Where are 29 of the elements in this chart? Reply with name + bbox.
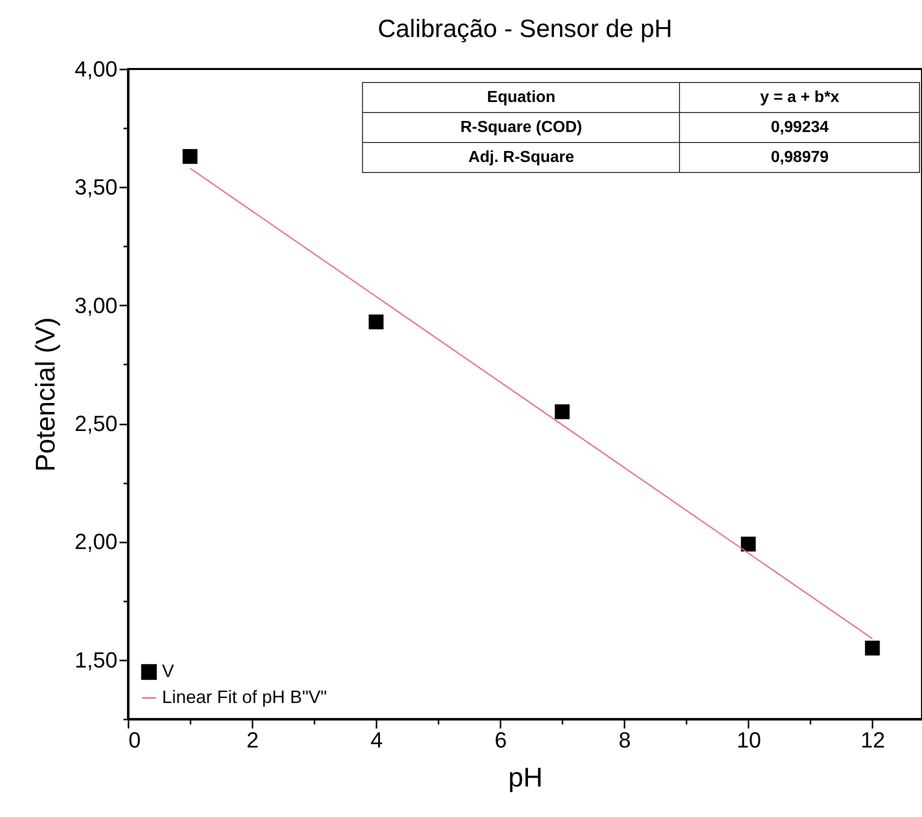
point xyxy=(554,404,570,420)
x-tick-label: 6 xyxy=(494,728,507,752)
y-tick-label: 2,50 xyxy=(74,411,118,436)
y-axis-title: Potencial (V) xyxy=(30,317,61,472)
annotation: R-Square (COD) xyxy=(362,112,680,142)
x-tick-label: 12 xyxy=(860,728,886,752)
annotation: 0,99234 xyxy=(680,112,920,142)
legend-label: Linear Fit of pH B"V" xyxy=(162,687,327,707)
annotation: y = a + b*x xyxy=(680,82,920,112)
y-tick-label: 3,50 xyxy=(74,174,118,200)
y-tick-label: 3,00 xyxy=(74,292,118,318)
point xyxy=(740,536,756,552)
annotation: Adj. R-Square xyxy=(362,142,680,172)
y-tick-label: 1,50 xyxy=(74,647,118,672)
x-tick-label: 2 xyxy=(246,728,259,752)
legend-label: V xyxy=(162,661,174,681)
point xyxy=(368,314,384,330)
x-tick-label: 10 xyxy=(736,728,762,752)
x-axis-title: pH xyxy=(508,762,543,792)
y-tick-label: 2,00 xyxy=(74,529,118,554)
y-tick-label: 4,00 xyxy=(74,56,118,82)
annotation: 0,98979 xyxy=(680,142,920,172)
annotation: Equation xyxy=(362,82,680,112)
x-tick-label: 0 xyxy=(128,728,141,752)
x-tick-label: 4 xyxy=(370,728,383,752)
x-tick-label: 8 xyxy=(618,728,631,752)
point xyxy=(182,149,198,164)
chart-title: Calibração - Sensor de pH xyxy=(378,15,672,43)
point xyxy=(864,640,880,656)
